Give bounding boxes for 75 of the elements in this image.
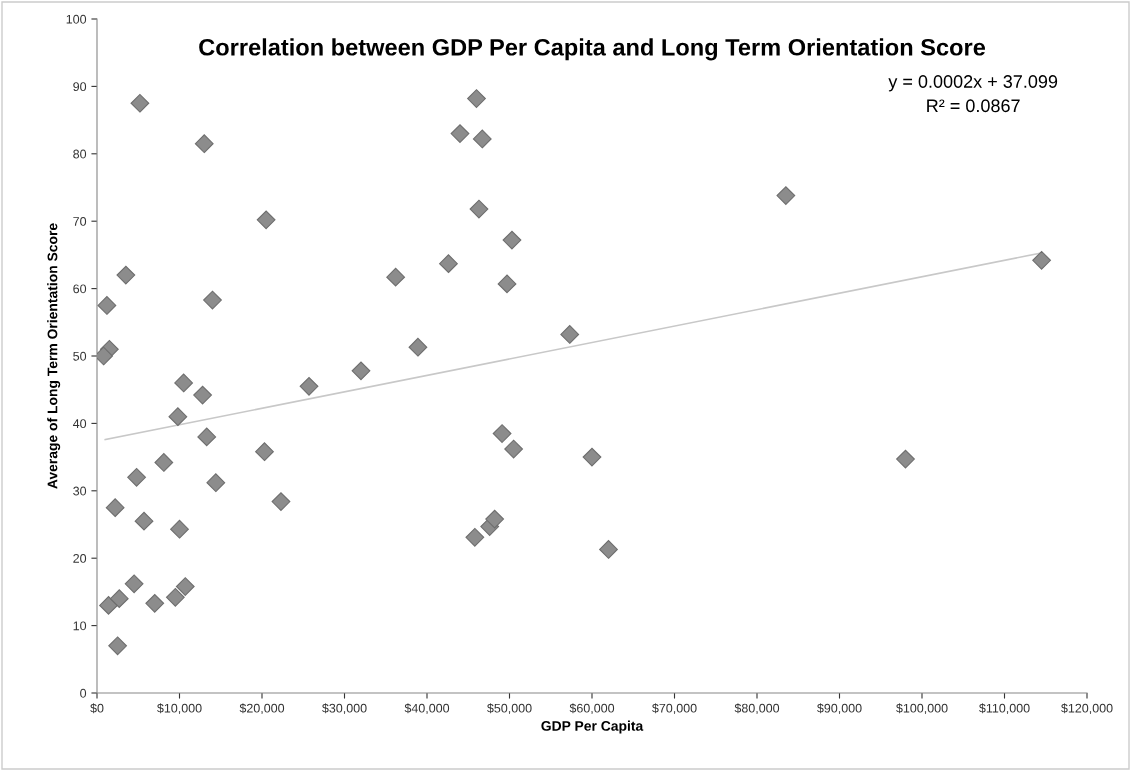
x-tick-label: $60,000: [569, 703, 615, 715]
point: [439, 254, 458, 274]
point: [504, 439, 524, 459]
point: [99, 595, 118, 615]
point: [582, 447, 602, 467]
y-axis-title: Average of Long Term Orientation Score: [47, 223, 61, 489]
point: [193, 385, 212, 405]
point: [116, 265, 136, 285]
point: [467, 89, 486, 108]
y-tick-label: 80: [73, 149, 87, 159]
point: [299, 376, 319, 396]
point: [154, 453, 174, 472]
point: [105, 498, 125, 518]
point: [1032, 250, 1052, 270]
x-tick-label: $20,000: [239, 703, 285, 715]
y-tick-label: 70: [73, 217, 87, 226]
point: [165, 587, 185, 607]
x-tick-label: $30,000: [322, 703, 367, 715]
y-tick-label: 20: [73, 554, 87, 563]
annotation: R² = 0.0867: [927, 99, 1020, 113]
point: [351, 361, 371, 381]
y-tick-label: 50: [73, 351, 87, 361]
point: [271, 492, 291, 511]
point: [168, 407, 188, 427]
point: [174, 373, 194, 393]
point: [408, 337, 428, 357]
point: [127, 467, 146, 487]
y-tick-label: 0: [80, 688, 87, 698]
y-tick-label: 90: [73, 82, 87, 92]
y-tick-label: 30: [73, 486, 87, 496]
point: [170, 519, 189, 539]
point: [465, 527, 485, 547]
y-tick-label: 100: [66, 14, 87, 24]
point: [485, 509, 505, 529]
y-tick-label: 40: [72, 419, 87, 429]
point: [175, 577, 195, 596]
point: [124, 574, 144, 594]
x-tick-label: $120,000: [1061, 703, 1113, 715]
point: [145, 593, 165, 613]
point: [256, 210, 276, 230]
point: [109, 589, 129, 609]
point: [896, 449, 915, 469]
point: [108, 636, 128, 656]
x-axis-title: GDP Per Capita: [541, 720, 644, 734]
x-tick-label: $40,000: [404, 703, 450, 715]
point: [502, 230, 522, 250]
point: [450, 124, 470, 143]
annotation: y = 0.0002x + 37.099: [888, 75, 1058, 92]
y-tick-label: 10: [73, 621, 87, 631]
point: [469, 199, 489, 219]
point: [194, 134, 214, 154]
x-tick-label: $100,000: [896, 703, 948, 715]
point: [206, 473, 226, 493]
point: [203, 290, 222, 310]
point: [776, 186, 796, 205]
x-tick-label: $70,000: [652, 703, 697, 715]
point: [472, 129, 492, 149]
point: [130, 93, 150, 113]
point: [134, 511, 154, 531]
point: [97, 296, 117, 315]
x-tick-label: $50,000: [487, 703, 532, 715]
point: [197, 427, 217, 447]
point: [497, 274, 517, 294]
point: [599, 540, 618, 559]
point: [560, 325, 580, 344]
x-tick-label: $0: [90, 703, 104, 714]
point: [255, 442, 274, 462]
text: Correlation between GDP Per Capita and Long Term Orientation Score: [199, 38, 986, 61]
x-tick-label: $110,000: [979, 703, 1030, 715]
x-tick-label: $80,000: [734, 703, 780, 715]
y-tick-label: 60: [73, 284, 87, 294]
point: [492, 424, 512, 443]
point: [386, 267, 406, 287]
x-tick-label: $10,000: [157, 703, 202, 715]
x-tick-label: $90,000: [817, 703, 862, 715]
